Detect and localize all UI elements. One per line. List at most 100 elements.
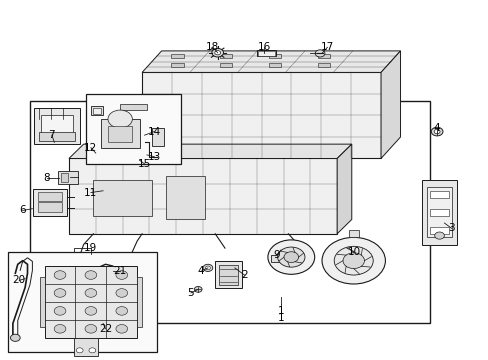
Bar xyxy=(219,265,238,285)
Text: 17: 17 xyxy=(320,42,333,52)
Text: 13: 13 xyxy=(147,152,161,162)
Circle shape xyxy=(116,324,127,333)
Circle shape xyxy=(205,266,210,270)
Circle shape xyxy=(85,289,97,297)
Bar xyxy=(137,277,142,327)
Text: 19: 19 xyxy=(84,243,97,253)
Bar xyxy=(108,126,132,142)
Bar xyxy=(30,101,429,323)
Bar xyxy=(422,180,456,244)
Circle shape xyxy=(54,289,66,297)
Circle shape xyxy=(85,307,97,315)
Bar xyxy=(215,261,242,288)
Bar xyxy=(58,171,78,184)
Text: 12: 12 xyxy=(84,143,97,153)
Circle shape xyxy=(430,127,442,136)
Text: 4: 4 xyxy=(433,123,440,133)
Circle shape xyxy=(76,348,83,353)
Bar xyxy=(86,94,181,164)
Bar xyxy=(142,72,380,158)
Text: 1: 1 xyxy=(277,313,284,323)
Text: 4: 4 xyxy=(197,266,203,276)
Bar xyxy=(152,128,163,146)
Bar xyxy=(44,266,137,338)
Bar xyxy=(166,176,205,220)
Circle shape xyxy=(194,287,202,292)
Bar xyxy=(93,180,152,216)
Bar xyxy=(271,255,282,262)
Bar xyxy=(8,252,157,352)
Text: 21: 21 xyxy=(113,266,126,276)
Circle shape xyxy=(315,50,325,57)
Bar xyxy=(268,54,281,58)
Circle shape xyxy=(267,240,314,274)
Bar xyxy=(38,202,62,212)
Bar xyxy=(74,338,98,356)
Text: 5: 5 xyxy=(187,288,194,298)
Bar xyxy=(38,192,62,201)
Circle shape xyxy=(433,130,439,134)
Bar xyxy=(120,104,147,110)
Bar xyxy=(220,63,232,67)
Text: 10: 10 xyxy=(347,247,360,257)
Bar xyxy=(256,50,276,56)
Bar xyxy=(61,173,68,182)
Text: 22: 22 xyxy=(99,324,112,334)
Bar xyxy=(34,108,80,144)
Circle shape xyxy=(108,110,132,128)
Circle shape xyxy=(85,271,97,279)
Polygon shape xyxy=(142,51,400,72)
Text: 14: 14 xyxy=(147,127,161,136)
Bar xyxy=(39,132,75,140)
Circle shape xyxy=(284,252,298,262)
Circle shape xyxy=(434,232,444,239)
Text: 2: 2 xyxy=(241,270,247,280)
Circle shape xyxy=(116,307,127,315)
Circle shape xyxy=(322,237,385,284)
Bar xyxy=(317,54,329,58)
Bar xyxy=(93,108,101,114)
Circle shape xyxy=(203,264,212,271)
Bar xyxy=(268,63,281,67)
Bar xyxy=(41,116,73,137)
Bar xyxy=(69,158,336,234)
Text: 8: 8 xyxy=(43,173,50,183)
Bar xyxy=(171,63,183,67)
Circle shape xyxy=(116,271,127,279)
Bar xyxy=(91,107,103,116)
Circle shape xyxy=(54,307,66,315)
Circle shape xyxy=(342,253,364,269)
Bar xyxy=(348,230,358,237)
Bar xyxy=(220,54,232,58)
Circle shape xyxy=(214,50,220,55)
Bar xyxy=(33,189,67,216)
Bar xyxy=(171,54,183,58)
Text: 20: 20 xyxy=(13,275,26,285)
Bar xyxy=(257,50,275,55)
Bar xyxy=(317,63,329,67)
Circle shape xyxy=(54,324,66,333)
Polygon shape xyxy=(336,144,351,234)
Circle shape xyxy=(277,247,305,267)
Text: 9: 9 xyxy=(272,250,279,260)
Circle shape xyxy=(333,246,372,275)
Polygon shape xyxy=(69,144,351,158)
Text: 11: 11 xyxy=(84,188,97,198)
Bar xyxy=(101,119,140,148)
Text: 7: 7 xyxy=(48,130,55,140)
Circle shape xyxy=(85,324,97,333)
Text: 16: 16 xyxy=(257,42,270,52)
Bar xyxy=(40,277,44,327)
Text: 6: 6 xyxy=(20,206,26,216)
Circle shape xyxy=(54,271,66,279)
Polygon shape xyxy=(380,51,400,158)
Circle shape xyxy=(10,334,20,341)
Bar xyxy=(429,209,448,216)
Text: 3: 3 xyxy=(447,224,454,233)
Bar xyxy=(429,191,448,198)
Text: 1: 1 xyxy=(277,306,284,316)
Circle shape xyxy=(89,348,96,353)
Circle shape xyxy=(116,289,127,297)
Bar xyxy=(427,187,451,237)
Bar xyxy=(429,226,448,234)
